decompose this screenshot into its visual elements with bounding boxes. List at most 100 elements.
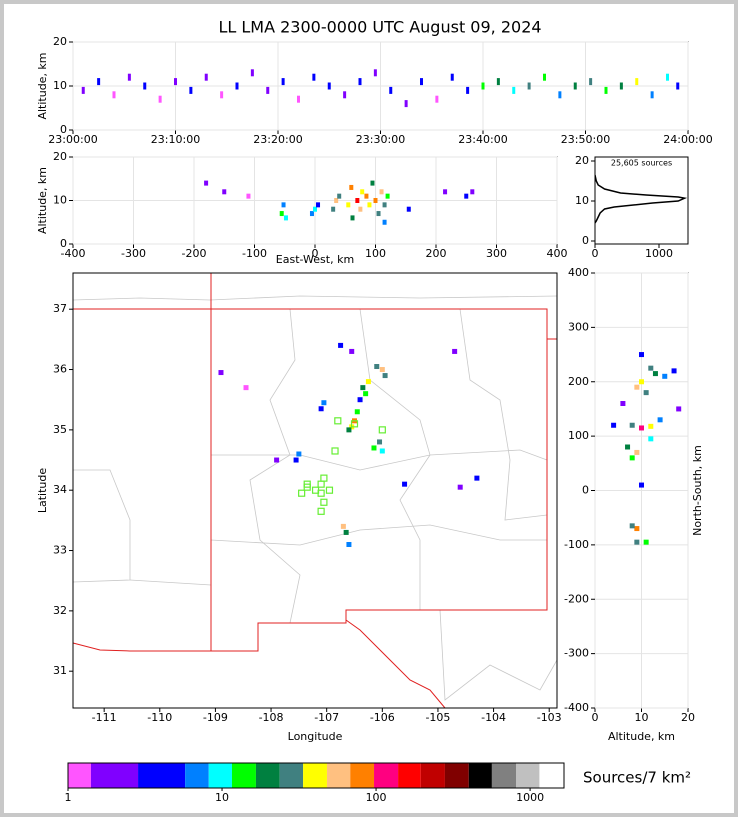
density-cell: [652, 371, 658, 377]
density-cell: [443, 189, 448, 195]
density-cell: [464, 193, 469, 199]
density-cell: [349, 184, 354, 190]
colorbar-tick-label: 100: [366, 791, 387, 804]
density-cell: [338, 342, 344, 348]
density-cell: [222, 189, 227, 195]
x-tick-label: -105: [425, 711, 450, 724]
density-cell: [634, 449, 640, 455]
colorbar-segment: [208, 763, 232, 788]
density-cell: [648, 423, 654, 429]
density-cell: [634, 526, 640, 532]
y-tick-label: 0: [582, 484, 589, 497]
colorbar-segment: [90, 763, 139, 788]
colorbar-segment: [326, 763, 351, 788]
colorbar-segment: [398, 763, 421, 788]
density-cell: [346, 427, 352, 433]
y-tick-label: 0: [60, 237, 67, 250]
density-cell: [377, 439, 383, 445]
density-cell: [435, 95, 439, 103]
x-tick-label: 0: [312, 247, 319, 260]
colorbar-segment: [374, 763, 399, 788]
x-tick-label: 23:30:00: [356, 133, 405, 146]
y-tick-label: 0: [582, 234, 589, 247]
density-cell: [382, 202, 387, 208]
station: [320, 498, 328, 506]
density-cell: [321, 400, 327, 406]
density-cell: [648, 436, 654, 442]
density-cell: [243, 385, 249, 391]
colorbar-frame: [67, 762, 565, 789]
density-cell: [218, 370, 224, 376]
density-cell: [373, 198, 378, 203]
density-cell: [611, 422, 617, 428]
density-cell: [343, 91, 347, 99]
density-cell: [316, 202, 321, 208]
density-cell: [406, 206, 411, 212]
x-tick-label: 23:00:00: [48, 133, 97, 146]
density-cell: [112, 91, 116, 99]
density-cell: [589, 78, 593, 86]
station: [325, 486, 334, 494]
x-tick-label: 20: [681, 711, 695, 724]
density-cell: [312, 73, 316, 81]
density-cell: [346, 541, 352, 547]
density-cell: [357, 397, 363, 403]
density-cell: [360, 385, 366, 391]
density-cell: [334, 198, 339, 203]
y-tick-label: 10: [53, 194, 67, 207]
density-cell: [371, 445, 377, 451]
x-tick-label: -104: [481, 711, 506, 724]
density-cell: [634, 539, 640, 545]
density-cell: [676, 406, 682, 412]
density-cell: [343, 529, 349, 535]
station: [378, 426, 386, 434]
y-tick-label: -200: [564, 592, 589, 605]
density-cell: [629, 455, 635, 461]
colorbar-segment: [303, 763, 327, 788]
density-cell: [281, 202, 286, 208]
plot-layer: [611, 352, 682, 545]
x-tick-label: 0: [592, 711, 599, 724]
x-tick-label: -103: [537, 711, 562, 724]
density-cell: [379, 448, 385, 454]
x-tick-label: -100: [242, 247, 267, 260]
density-cell: [573, 82, 577, 90]
density-cell: [279, 211, 284, 217]
plot-layer: [218, 342, 480, 547]
density-cell: [235, 82, 239, 90]
density-cell: [367, 202, 372, 208]
density-cell: [354, 409, 360, 415]
colorbar-segment: [350, 763, 375, 788]
y-tick-label: 37: [53, 302, 67, 315]
density-cell: [318, 406, 324, 412]
density-cell: [266, 86, 270, 94]
density-cell: [349, 348, 355, 354]
density-cell: [376, 211, 381, 217]
plot-layer: [595, 174, 688, 224]
density-cell: [220, 91, 224, 99]
density-cell: [558, 91, 562, 99]
y-tick-label: 34: [53, 483, 67, 496]
density-cell: [639, 425, 644, 431]
density-cell: [360, 189, 365, 195]
density-cell: [379, 189, 384, 195]
density-cell: [620, 401, 626, 406]
density-cell: [639, 352, 644, 358]
colorbar-segment: [420, 763, 445, 788]
density-cell: [309, 211, 314, 217]
station: [350, 420, 359, 428]
density-cell: [382, 219, 387, 225]
x-tick-label: 23:10:00: [151, 133, 200, 146]
density-cell: [604, 86, 608, 94]
x-tick-label: 1000: [645, 247, 673, 260]
density-cell: [643, 539, 649, 545]
y-tick-label: -100: [564, 538, 589, 551]
density-cell: [364, 193, 369, 199]
colorbar-tick-label: 1: [65, 791, 72, 804]
density-cell: [346, 202, 351, 208]
colorbar-segment: [468, 763, 492, 788]
density-cell: [666, 73, 669, 81]
density-cell: [466, 86, 470, 94]
